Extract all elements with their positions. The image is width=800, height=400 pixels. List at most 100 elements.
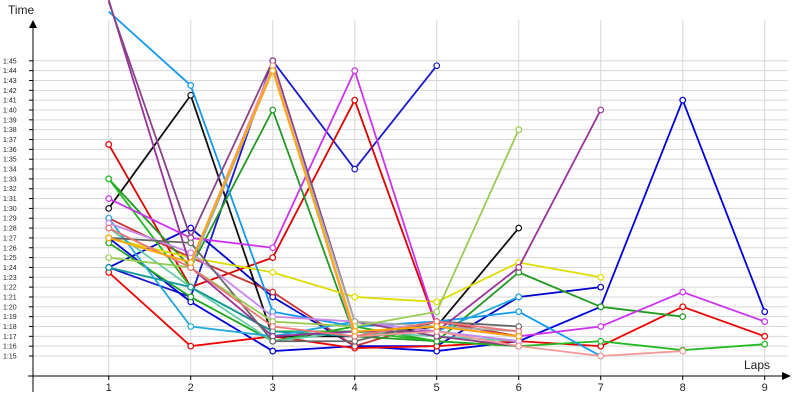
series-line (108, 69, 519, 338)
y-tick-label: 1:33 (3, 176, 17, 183)
data-point (105, 141, 113, 148)
y-tick-label: 1:27 (3, 235, 17, 242)
series-line (108, 227, 519, 338)
data-point (105, 264, 113, 271)
data-point (105, 254, 113, 262)
data-point (433, 298, 441, 306)
series-line (108, 129, 520, 328)
data-point (105, 204, 113, 212)
series-line (108, 109, 683, 343)
y-tick-label: 1:42 (3, 88, 17, 95)
y-tick-label: 1:26 (3, 245, 17, 252)
y-tick-label: 1:32 (3, 186, 17, 193)
y-tick-label: 1:37 (3, 137, 17, 144)
series-line (108, 266, 519, 343)
data-point (515, 126, 523, 134)
y-tick-label: 1:41 (3, 98, 17, 105)
y-tick-label: 1:21 (3, 294, 17, 301)
data-point (187, 293, 195, 301)
y-tick-label: 1:18 (3, 324, 17, 331)
data-point (515, 264, 523, 271)
x-axis-ticks: 1 2 3 4 5 6 7 8 9 (106, 376, 768, 394)
data-point (269, 337, 277, 345)
data-point (269, 288, 277, 296)
y-tick-label: 1:30 (3, 206, 17, 213)
series-group (105, 0, 769, 360)
data-point (351, 293, 359, 301)
data-point (351, 67, 359, 75)
x-tick-label: 6 (516, 382, 522, 394)
data-point (351, 96, 359, 104)
y-axis-ticks: 1:15 1:16 1:17 1:18 1:19 1:20 1:21 1:22 1:23 1:24… (3, 58, 33, 361)
y-tick-label: 1:17 (3, 334, 17, 341)
y-tick-label: 1:15 (3, 354, 17, 361)
y-tick-label: 1:31 (3, 196, 17, 203)
data-point (761, 308, 769, 316)
data-point (597, 273, 605, 281)
data-point (679, 96, 687, 104)
data-point (187, 249, 195, 257)
data-point (515, 293, 523, 301)
y-tick-label: 1:19 (3, 314, 17, 321)
data-point (269, 268, 277, 276)
x-tick-label: 1 (106, 382, 112, 394)
data-point (597, 352, 605, 360)
x-tick-label: 5 (434, 382, 440, 394)
series-25 (105, 67, 523, 340)
data-point (187, 259, 195, 266)
data-point (187, 342, 195, 350)
x-axis-title: Laps (744, 358, 770, 372)
y-tick-label: 1:36 (3, 147, 17, 154)
y-tick-label: 1:43 (3, 78, 17, 85)
y-tick-label: 1:29 (3, 216, 17, 223)
y-tick-label: 1:16 (3, 344, 17, 351)
x-tick-label: 2 (188, 382, 194, 394)
data-point (597, 303, 605, 311)
data-point (433, 323, 441, 330)
data-point (269, 244, 277, 252)
data-point (187, 239, 195, 247)
y-tick-label: 1:25 (3, 255, 17, 262)
data-point (105, 234, 113, 242)
data-point (269, 347, 277, 355)
data-point (269, 254, 277, 262)
data-point (597, 337, 605, 345)
data-point (597, 323, 605, 330)
data-point (187, 81, 195, 89)
data-point (761, 332, 769, 340)
data-point (433, 62, 441, 70)
y-tick-label: 1:34 (3, 167, 17, 174)
data-point (105, 224, 113, 232)
y-tick-label: 1:35 (3, 157, 17, 164)
data-point (515, 308, 523, 316)
data-point (679, 303, 687, 311)
data-point (515, 224, 523, 232)
x-tick-label: 9 (762, 382, 768, 394)
data-point (515, 332, 523, 340)
y-tick-label: 1:45 (3, 58, 17, 65)
y-tick-label: 1:44 (3, 68, 17, 75)
y-tick-label: 1:38 (3, 127, 17, 134)
series-24 (105, 224, 523, 340)
x-tick-label: 3 (270, 382, 276, 394)
data-point (105, 195, 113, 202)
x-axis-arrow (782, 372, 791, 380)
y-tick-label: 1:20 (3, 304, 17, 311)
y-axis-title: Time (8, 3, 35, 17)
data-point (105, 175, 113, 183)
data-point (679, 347, 687, 355)
data-point (761, 340, 769, 348)
y-tick-label: 1:40 (3, 108, 17, 115)
y-tick-label: 1:22 (3, 285, 17, 292)
series-line (108, 217, 520, 338)
data-point (269, 323, 277, 330)
data-point (351, 328, 359, 335)
y-tick-label: 1:39 (3, 117, 17, 124)
x-tick-label: 8 (680, 382, 686, 394)
data-point (597, 106, 605, 114)
data-point (351, 165, 359, 173)
data-point (433, 308, 441, 316)
data-point (597, 283, 605, 291)
data-point (679, 288, 687, 296)
